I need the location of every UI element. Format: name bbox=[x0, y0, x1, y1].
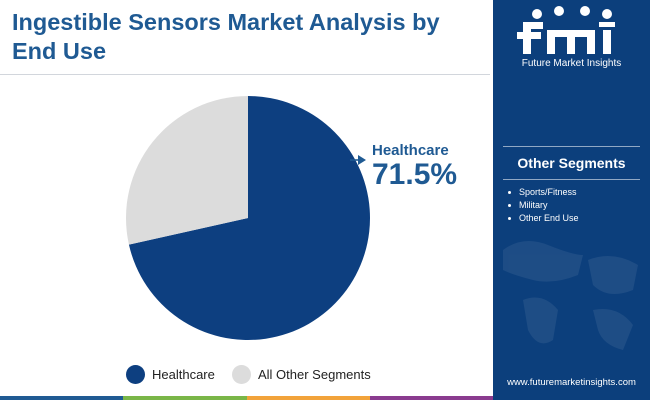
fmi-logo bbox=[517, 6, 615, 54]
callout-value: 71.5% bbox=[372, 158, 458, 191]
chart-title: Ingestible Sensors Market Analysis by En… bbox=[12, 9, 440, 64]
sidebar-divider-bottom bbox=[503, 179, 640, 180]
legend-swatch-healthcare bbox=[126, 365, 145, 384]
pie-slice-healthcare bbox=[128, 96, 370, 340]
segment-list: Sports/Fitness Military Other End Use bbox=[507, 186, 579, 225]
sidebar: Future Market Insights Other Segments Sp… bbox=[493, 0, 650, 400]
pie-slice-all-other-segments bbox=[126, 96, 248, 245]
pie-slices bbox=[126, 96, 370, 340]
sidebar-divider-top bbox=[503, 146, 640, 147]
brand-name: Future Market Insights bbox=[521, 58, 622, 69]
legend-label-healthcare: Healthcare bbox=[152, 367, 215, 382]
legend-label-other: All Other Segments bbox=[258, 367, 371, 382]
legend-item-other: All Other Segments bbox=[232, 365, 371, 384]
callout-label: Healthcare bbox=[372, 142, 449, 159]
pie-chart bbox=[126, 96, 370, 340]
accent-stripe-blue bbox=[0, 396, 124, 400]
legend-item-healthcare: Healthcare bbox=[126, 365, 215, 384]
legend-swatch-other bbox=[232, 365, 251, 384]
segment-item-other-end-use: Other End Use bbox=[507, 212, 579, 225]
accent-stripe-purple bbox=[369, 396, 493, 400]
callout-arrow bbox=[350, 155, 366, 165]
segment-item-military: Military bbox=[507, 199, 579, 212]
title-divider bbox=[0, 74, 490, 75]
website-url: www.futuremarketinsights.com bbox=[507, 377, 636, 388]
accent-stripe-green bbox=[123, 396, 247, 400]
logo-letters bbox=[517, 22, 615, 54]
bottom-accent-bar bbox=[0, 396, 493, 400]
segment-item-sports-fitness: Sports/Fitness bbox=[507, 186, 579, 199]
accent-stripe-orange bbox=[246, 396, 370, 400]
sidebar-heading: Other Segments bbox=[517, 155, 626, 171]
map-texture bbox=[503, 241, 638, 350]
logo-icons bbox=[532, 6, 612, 19]
